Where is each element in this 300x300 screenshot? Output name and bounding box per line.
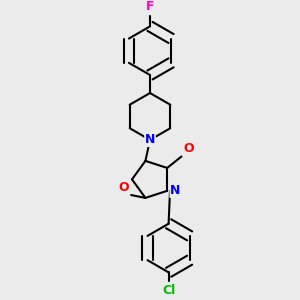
Text: N: N (145, 134, 155, 146)
Text: N: N (170, 184, 180, 197)
Text: O: O (183, 142, 194, 155)
Text: F: F (146, 0, 154, 13)
Text: Cl: Cl (162, 284, 175, 297)
Text: O: O (119, 181, 129, 194)
